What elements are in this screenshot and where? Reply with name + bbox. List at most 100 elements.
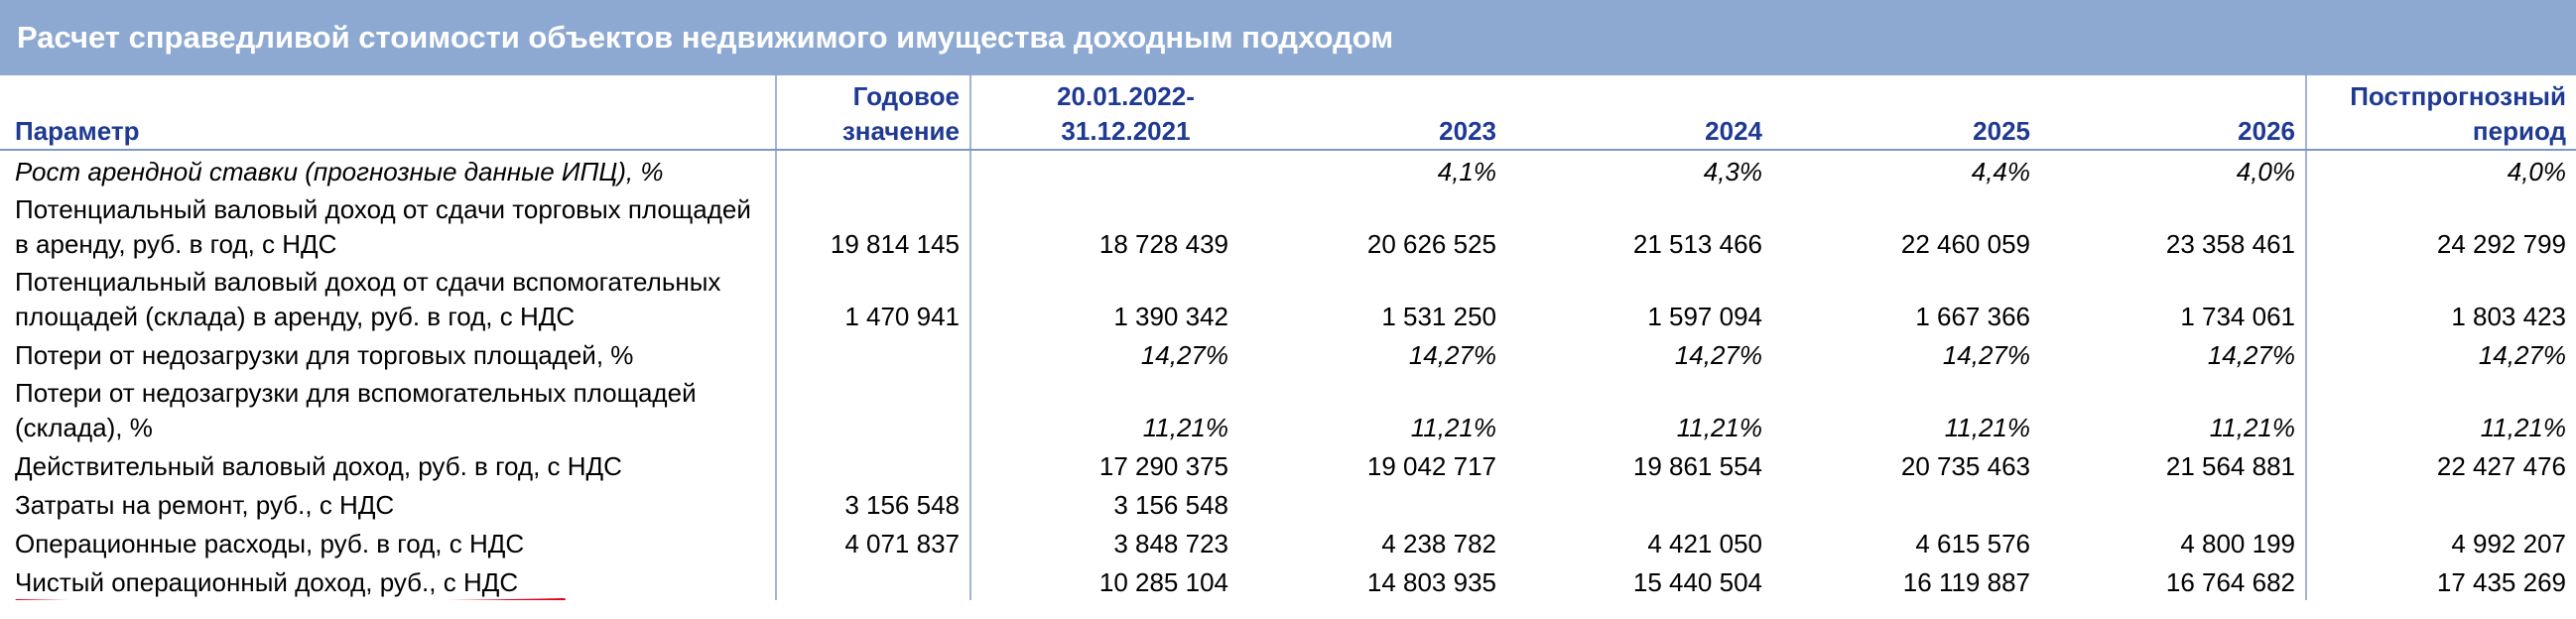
cell-2023: 4,1% (1437, 157, 1496, 186)
cell-2025: 4,4% (1971, 157, 2030, 186)
cell-period: 3 156 548 (1113, 490, 1228, 520)
cell-2023: 1 531 250 (1381, 302, 1496, 331)
cell-annual: 1 470 941 (776, 262, 971, 334)
table-row: Потенциальный валовый доход от сдачи тор… (0, 189, 2576, 262)
cell-post-forecast: 24 292 799 (2305, 189, 2576, 262)
cell-2025: 22 460 059 (1900, 229, 2030, 259)
cell-annual (776, 334, 971, 373)
cell-2024: 21 513 466 (1632, 229, 1762, 259)
cell-2025 (1772, 484, 2040, 523)
cell-2026 (2040, 484, 2306, 523)
row-label: Потери от недозагрузки для торговых площ… (0, 334, 777, 373)
column-header-period-line1: 20.01.2022- (1057, 81, 1195, 111)
column-header-2023: 2023 (1238, 75, 1506, 151)
cell-2024: 1 597 094 (1647, 302, 1762, 331)
cell-post-forecast (2305, 484, 2576, 523)
cell-2025: 11,21% (1944, 413, 2030, 442)
cell-annual (776, 373, 971, 445)
cell-2026: 1 734 061 (2180, 302, 2295, 331)
income-approach-table: Параметр Годовое значение 20.01.2022- 31.1… (0, 75, 2576, 600)
column-header-annual: Годовое значение (776, 75, 971, 151)
column-header-2026: 2026 (2040, 75, 2306, 151)
cell-2023: 14 803 935 (1366, 567, 1496, 597)
cell-2026: 21 564 881 (2165, 451, 2295, 481)
cell-2026: 14,27% (2207, 340, 2295, 370)
cell-period: 11,21% (1142, 413, 1228, 442)
row-label: Потери от недозагрузки для вспомогательн… (0, 373, 777, 445)
cell-annual: 4 071 837 (776, 523, 971, 561)
cell-2024 (1506, 484, 1772, 523)
table-row: Потери от недозагрузки для вспомогательн… (0, 373, 2576, 445)
row-label: Операционные расходы, руб. в год, с НДС (0, 523, 777, 561)
column-header-period: 20.01.2022- 31.12.2021 (970, 75, 1238, 151)
column-header-post-line2: период (2472, 116, 2566, 146)
cell-annual: 3 156 548 (776, 484, 971, 523)
cell-period: 3 848 723 (1113, 529, 1228, 558)
table-row: Затраты на ремонт, руб., с НДС 3 156 548… (0, 484, 2576, 523)
cell-annual (776, 445, 971, 484)
column-header-2024: 2024 (1506, 75, 1772, 151)
cell-annual (776, 150, 971, 189)
cell-2026: 16 764 682 (2165, 567, 2295, 597)
underlined-label: Чистый операционный доход, руб., с НДС (15, 565, 566, 600)
column-header-period-line2: 31.12.2021 (1061, 116, 1191, 146)
cell-2024: 4,3% (1703, 157, 1762, 186)
table-title: Расчет справедливой стоимости объектов н… (0, 0, 2576, 75)
column-header-parameter: Параметр (0, 75, 777, 151)
cell-post-forecast: 14,27% (2305, 334, 2576, 373)
column-header-post-forecast: Постпрогнозный период (2305, 75, 2576, 151)
table-row: Действительный валовый доход, руб. в год… (0, 445, 2576, 484)
cell-2024: 15 440 504 (1632, 567, 1762, 597)
cell-2026: 11,21% (2209, 413, 2295, 442)
table-row: Чистый операционный доход, руб., с НДС 1… (0, 561, 2576, 600)
cell-post-forecast: 17 435 269 (2305, 561, 2576, 600)
cell-2025: 4 615 576 (1915, 529, 2030, 558)
row-label: Рост арендной ставки (прогнозные данные … (0, 150, 777, 189)
cell-post-forecast: 22 427 476 (2305, 445, 2576, 484)
cell-period: 18 728 439 (1098, 229, 1228, 259)
cell-post-forecast: 4,0% (2305, 150, 2576, 189)
row-label: Действительный валовый доход, руб. в год… (0, 445, 777, 484)
cell-period: 14,27% (1140, 340, 1228, 370)
cell-annual: 19 814 145 (776, 189, 971, 262)
cell-period: 17 290 375 (1098, 451, 1228, 481)
cell-2024: 19 861 554 (1632, 451, 1762, 481)
cell-post-forecast: 1 803 423 (2305, 262, 2576, 334)
cell-2024: 11,21% (1676, 413, 1762, 442)
cell-2024: 4 421 050 (1647, 529, 1762, 558)
row-label: Потенциальный валовый доход от сдачи тор… (0, 189, 777, 262)
cell-2023: 20 626 525 (1366, 229, 1496, 259)
table-row: Потенциальный валовый доход от сдачи всп… (0, 262, 2576, 334)
row-label-noi: Чистый операционный доход, руб., с НДС (0, 561, 777, 600)
column-header-annual-line1: Годовое (852, 81, 960, 111)
row-label-text: Чистый операционный доход, руб., с НДС (15, 567, 519, 597)
row-label: Затраты на ремонт, руб., с НДС (0, 484, 777, 523)
cell-2026: 4,0% (2236, 157, 2295, 186)
column-header-annual-line2: значение (841, 116, 960, 146)
header-row: Параметр Годовое значение 20.01.2022- 31.1… (0, 75, 2576, 151)
cell-period: 1 390 342 (1113, 302, 1228, 331)
red-underline-annotation (15, 598, 566, 600)
cell-2025: 14,27% (1942, 340, 2030, 370)
cell-post-forecast: 11,21% (2305, 373, 2576, 445)
cell-2025: 20 735 463 (1900, 451, 2030, 481)
cell-2023: 11,21% (1410, 413, 1496, 442)
column-header-post-line1: Постпрогнозный (2350, 81, 2566, 111)
column-header-2025: 2025 (1772, 75, 2040, 151)
cell-period (970, 150, 1238, 189)
cell-2025: 1 667 366 (1915, 302, 2030, 331)
cell-period: 10 285 104 (1098, 567, 1228, 597)
cell-2023: 19 042 717 (1366, 451, 1496, 481)
row-label: Потенциальный валовый доход от сдачи всп… (0, 262, 777, 334)
cell-2023: 14,27% (1408, 340, 1496, 370)
cell-annual (776, 561, 971, 600)
table-row: Операционные расходы, руб. в год, с НДС … (0, 523, 2576, 561)
cell-2026: 23 358 461 (2165, 229, 2295, 259)
table-row: Рост арендной ставки (прогнозные данные … (0, 150, 2576, 189)
cell-2023: 4 238 782 (1381, 529, 1496, 558)
cell-2024: 14,27% (1674, 340, 1762, 370)
cell-2023 (1238, 484, 1506, 523)
cell-2025: 16 119 887 (1902, 567, 2030, 597)
cell-2026: 4 800 199 (2180, 529, 2295, 558)
